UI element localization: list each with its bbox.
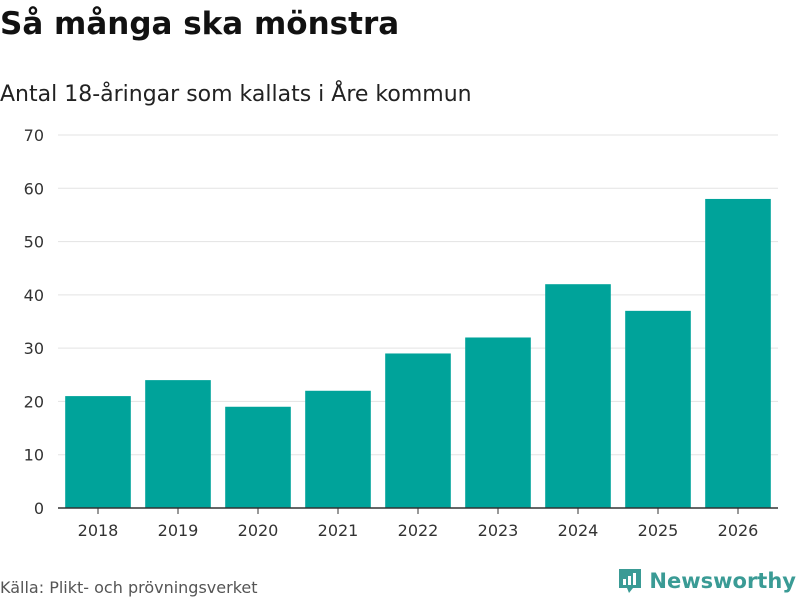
y-tick-label: 0 [34, 499, 44, 518]
bar [545, 284, 611, 508]
bar [465, 337, 531, 508]
brand-name: Newsworthy [649, 569, 796, 593]
brand-logo[interactable]: Newsworthy [617, 567, 796, 595]
x-tick-label: 2025 [638, 521, 679, 540]
y-tick-label: 20 [24, 392, 44, 411]
y-tick-label: 50 [24, 233, 44, 252]
bar [305, 390, 371, 508]
y-tick-label: 70 [24, 126, 44, 145]
y-tick-label: 10 [24, 446, 44, 465]
bar [65, 396, 131, 508]
x-tick-label: 2026 [718, 521, 759, 540]
bar [225, 406, 291, 508]
bar [385, 353, 451, 508]
bar [145, 380, 211, 508]
bar [705, 198, 771, 508]
x-tick-label: 2021 [318, 521, 359, 540]
chart-title: Så många ska mönstra [0, 6, 400, 42]
x-tick-label: 2024 [558, 521, 599, 540]
x-tick-label: 2023 [478, 521, 519, 540]
y-tick-label: 60 [24, 179, 44, 198]
x-tick-label: 2018 [78, 521, 119, 540]
chart-subtitle: Antal 18-åringar som kallats i Åre kommu… [0, 82, 472, 107]
source-note: Källa: Plikt- och prövningsverket [0, 578, 258, 597]
newsworthy-logo-icon [619, 569, 642, 593]
x-tick-label: 2019 [158, 521, 199, 540]
y-tick-label: 30 [24, 339, 44, 358]
x-tick-label: 2022 [398, 521, 439, 540]
bar [625, 310, 691, 508]
y-tick-label: 40 [24, 286, 44, 305]
x-tick-label: 2020 [238, 521, 279, 540]
